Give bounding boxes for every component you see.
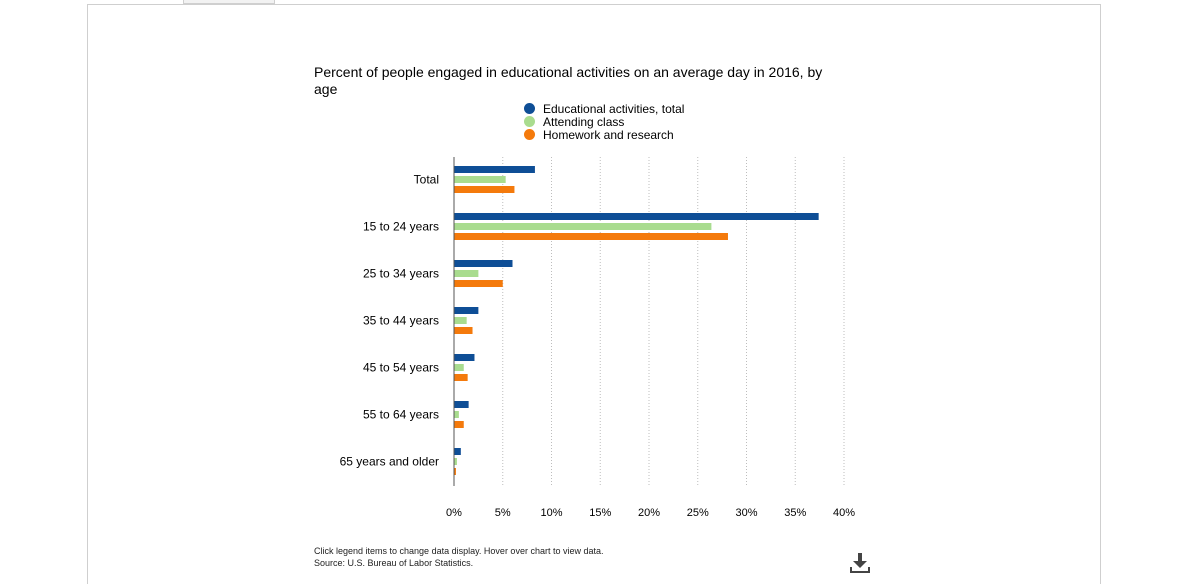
- category-label: 15 to 24 years: [363, 220, 439, 234]
- bar[interactable]: [454, 260, 513, 267]
- x-tick-label: 35%: [784, 507, 806, 519]
- footnote-source: Source: U.S. Bureau of Labor Statistics.: [314, 558, 474, 568]
- bar[interactable]: [454, 354, 475, 361]
- chart-legend: Educational activities, total Attending …: [524, 101, 685, 142]
- category-label: Total: [414, 173, 439, 187]
- category-label: 45 to 54 years: [363, 361, 439, 375]
- x-tick-label: 40%: [833, 507, 855, 519]
- legend-marker: [524, 129, 535, 140]
- tab-stub[interactable]: [183, 0, 275, 4]
- bar[interactable]: [454, 166, 535, 173]
- legend-item-attending-class[interactable]: Attending class: [524, 114, 684, 129]
- category-label: 55 to 64 years: [363, 408, 439, 422]
- bar[interactable]: [454, 307, 479, 314]
- legend-item-educational-total[interactable]: Educational activities, total: [524, 101, 685, 116]
- bar[interactable]: [454, 270, 479, 277]
- x-tick-label: 0%: [446, 507, 462, 519]
- bar[interactable]: [454, 374, 468, 381]
- bar[interactable]: [454, 186, 515, 193]
- legend-item-homework-research[interactable]: Homework and research: [524, 127, 684, 142]
- bar[interactable]: [454, 280, 503, 287]
- bar[interactable]: [454, 364, 464, 371]
- bar[interactable]: [454, 223, 712, 230]
- bar[interactable]: [454, 458, 457, 465]
- x-tick-label: 5%: [495, 507, 511, 519]
- bar[interactable]: [454, 233, 728, 240]
- category-label: 65 years and older: [340, 455, 439, 469]
- legend-label: Educational activities, total: [543, 101, 685, 116]
- x-tick-label: 25%: [687, 507, 709, 519]
- legend-label: Attending class: [543, 114, 625, 129]
- bar[interactable]: [454, 213, 819, 220]
- bar[interactable]: [454, 448, 461, 455]
- chart-title: Percent of people engaged in educational…: [314, 64, 823, 97]
- download-icon[interactable]: [848, 551, 874, 575]
- bar[interactable]: [454, 327, 473, 334]
- legend-marker: [524, 116, 535, 127]
- x-tick-label: 30%: [735, 507, 757, 519]
- bar[interactable]: [454, 411, 459, 418]
- chart-footnote: Click legend items to change data displa…: [314, 545, 603, 569]
- category-label: 35 to 44 years: [363, 314, 439, 328]
- category-label: 25 to 34 years: [363, 267, 439, 281]
- bar[interactable]: [454, 401, 469, 408]
- bar[interactable]: [454, 468, 456, 475]
- bar[interactable]: [454, 421, 464, 428]
- legend-marker: [524, 103, 535, 114]
- x-tick-label: 10%: [540, 507, 562, 519]
- x-tick-label: 15%: [589, 507, 611, 519]
- x-tick-label: 20%: [638, 507, 660, 519]
- bar[interactable]: [454, 176, 506, 183]
- chart-panel: [87, 4, 1101, 584]
- bar[interactable]: [454, 317, 467, 324]
- footnote-instructions: Click legend items to change data displa…: [314, 546, 604, 556]
- legend-label: Homework and research: [543, 127, 674, 142]
